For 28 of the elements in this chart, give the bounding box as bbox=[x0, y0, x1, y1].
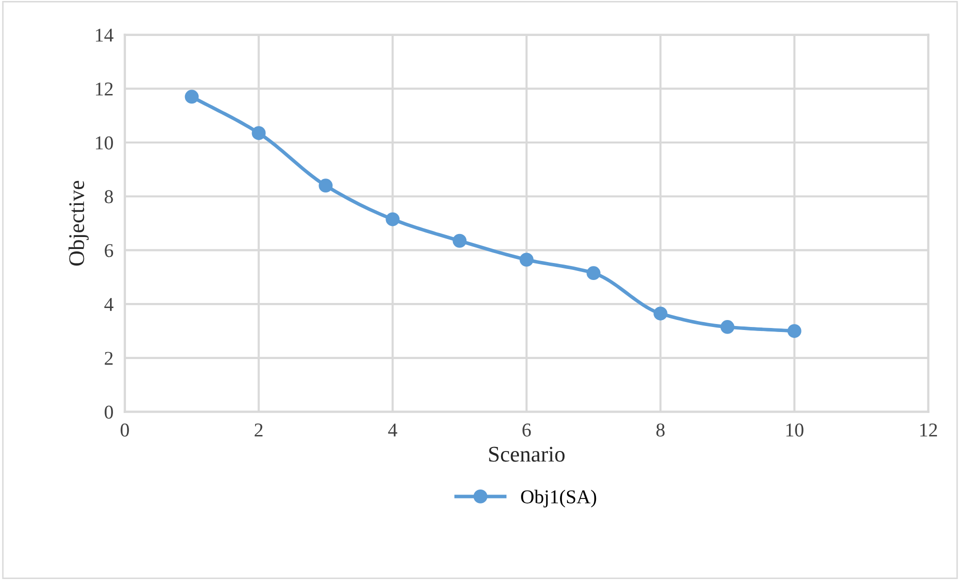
point bbox=[654, 306, 668, 320]
point bbox=[318, 178, 333, 193]
y-tick-label: 10 bbox=[96, 136, 113, 150]
legend-label: Obj1(SA) bbox=[521, 490, 596, 508]
y-tick-label: 12 bbox=[96, 82, 113, 96]
x-tick-label: 12 bbox=[920, 424, 937, 436]
y-tick-label: 6 bbox=[104, 244, 114, 258]
x-tick-label: 0 bbox=[120, 423, 129, 437]
x-tick-label: 2 bbox=[254, 424, 263, 436]
point bbox=[586, 266, 600, 280]
y-tick-label: 14 bbox=[96, 28, 114, 42]
x-tick-label: 10 bbox=[786, 423, 804, 437]
point bbox=[787, 324, 802, 338]
y-tick-label: 4 bbox=[104, 298, 114, 311]
point bbox=[452, 234, 467, 248]
y-tick-label: 8 bbox=[104, 190, 113, 204]
point bbox=[184, 90, 199, 104]
x-tick-label: 6 bbox=[522, 424, 531, 437]
point bbox=[252, 126, 266, 140]
point bbox=[720, 320, 734, 334]
point bbox=[386, 212, 400, 226]
point bbox=[520, 252, 534, 267]
x-tick-label: 8 bbox=[656, 423, 665, 437]
y-tick-label: 2 bbox=[104, 352, 113, 365]
x-axis-title: Scenario bbox=[489, 446, 565, 462]
y-axis-title: Objective bbox=[68, 180, 89, 266]
y-tick-label: 0 bbox=[104, 406, 113, 419]
x-tick-label: 4 bbox=[388, 424, 398, 436]
